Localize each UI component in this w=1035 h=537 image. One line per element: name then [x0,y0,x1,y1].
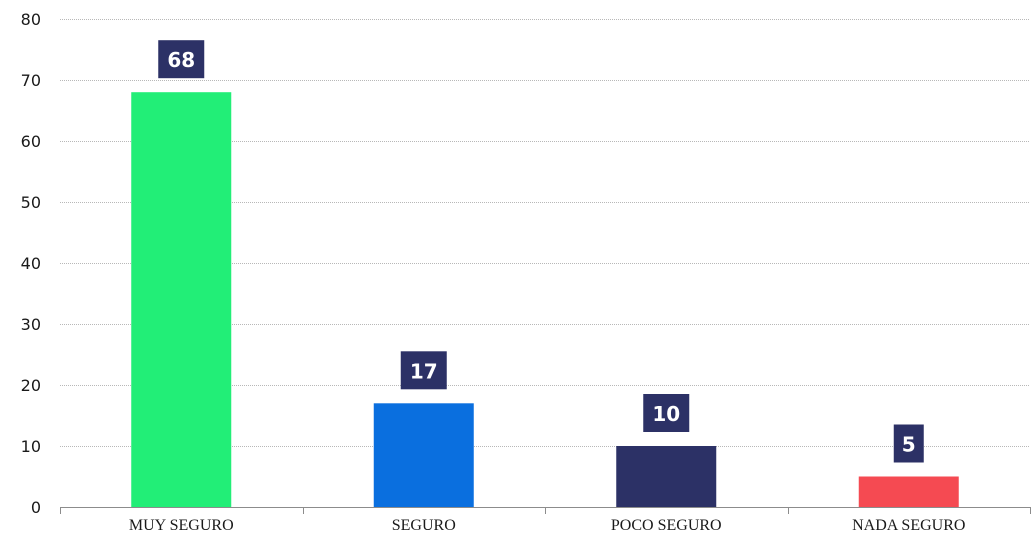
x-tick-label: NADA SEGURO [852,517,965,534]
bar [858,476,959,507]
x-tick-label: POCO SEGURO [611,517,722,534]
x-axis-ticks: MUY SEGURO SEGURO POCO SEGURO NADA SEGURO [129,517,966,534]
data-label-box [643,394,690,432]
gridlines [60,19,1030,447]
data-label-box [893,424,924,463]
y-axis-ticks: 0 10 20 30 40 50 60 70 80 [21,10,41,517]
data-label-text: 5 [902,433,916,457]
y-tick-label: 40 [21,254,41,273]
data-label-box [400,351,447,390]
y-tick-label: 70 [21,71,41,90]
bar [131,92,232,507]
x-tick-label: SEGURO [392,517,456,534]
data-label: 5 [893,424,924,463]
data-labels: 68 17 10 5 [158,40,924,463]
y-tick-label: 60 [21,132,41,151]
data-label: 17 [400,351,447,390]
data-label-box [158,40,205,79]
data-label: 10 [643,394,690,432]
data-label: 68 [158,40,205,79]
x-axis [60,507,1031,514]
data-label-text: 68 [167,48,195,72]
y-tick-label: 10 [21,437,41,456]
x-tick-label: MUY SEGURO [129,517,234,534]
data-label-text: 17 [410,359,438,383]
y-tick-label: 80 [21,10,41,29]
y-tick-label: 0 [31,498,41,517]
bars [131,92,959,507]
y-tick-label: 20 [21,376,41,395]
bar [373,403,474,507]
data-label-text: 10 [652,402,680,426]
bar [616,446,717,507]
y-tick-label: 30 [21,315,41,334]
y-tick-label: 50 [21,193,41,212]
